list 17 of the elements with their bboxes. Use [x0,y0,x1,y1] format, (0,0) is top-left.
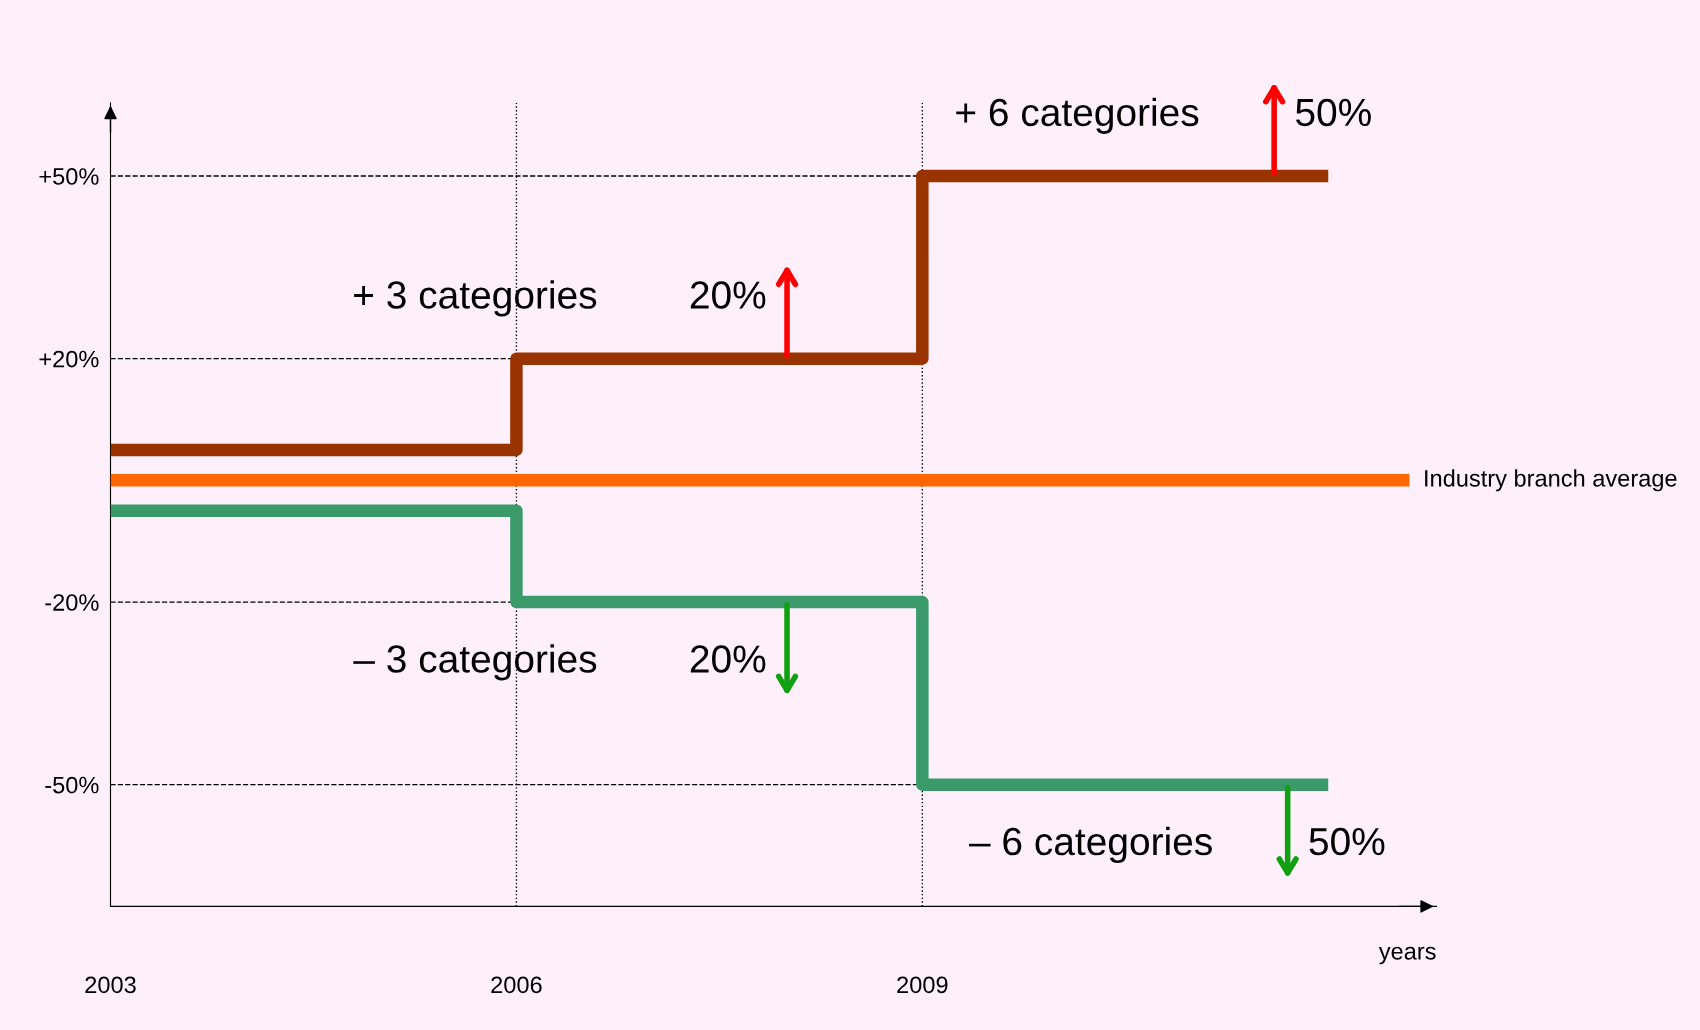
y-tick-label: +50% [39,168,99,185]
annotation: – 3 categories [353,644,597,681]
y-tick-label: -20% [45,594,99,611]
annotation: 20% [690,645,766,673]
annotation: + 3 categories [354,280,597,317]
annotation: 50% [1295,98,1371,127]
annotation: 20% [690,281,766,309]
y-tick-label: -50% [45,776,99,794]
annotation: + 6 categories [956,97,1199,134]
x-tick-label: 2009 [897,976,948,994]
series-label: Industry branch average [1425,469,1677,492]
x-axis-title: years [1378,946,1436,965]
x-tick-label: 2003 [85,976,136,994]
x-tick-label: 2006 [491,976,542,994]
y-tick-label: +20% [39,350,99,368]
annotation: – 6 categories [968,826,1212,864]
annotation: 50% [1309,827,1385,856]
